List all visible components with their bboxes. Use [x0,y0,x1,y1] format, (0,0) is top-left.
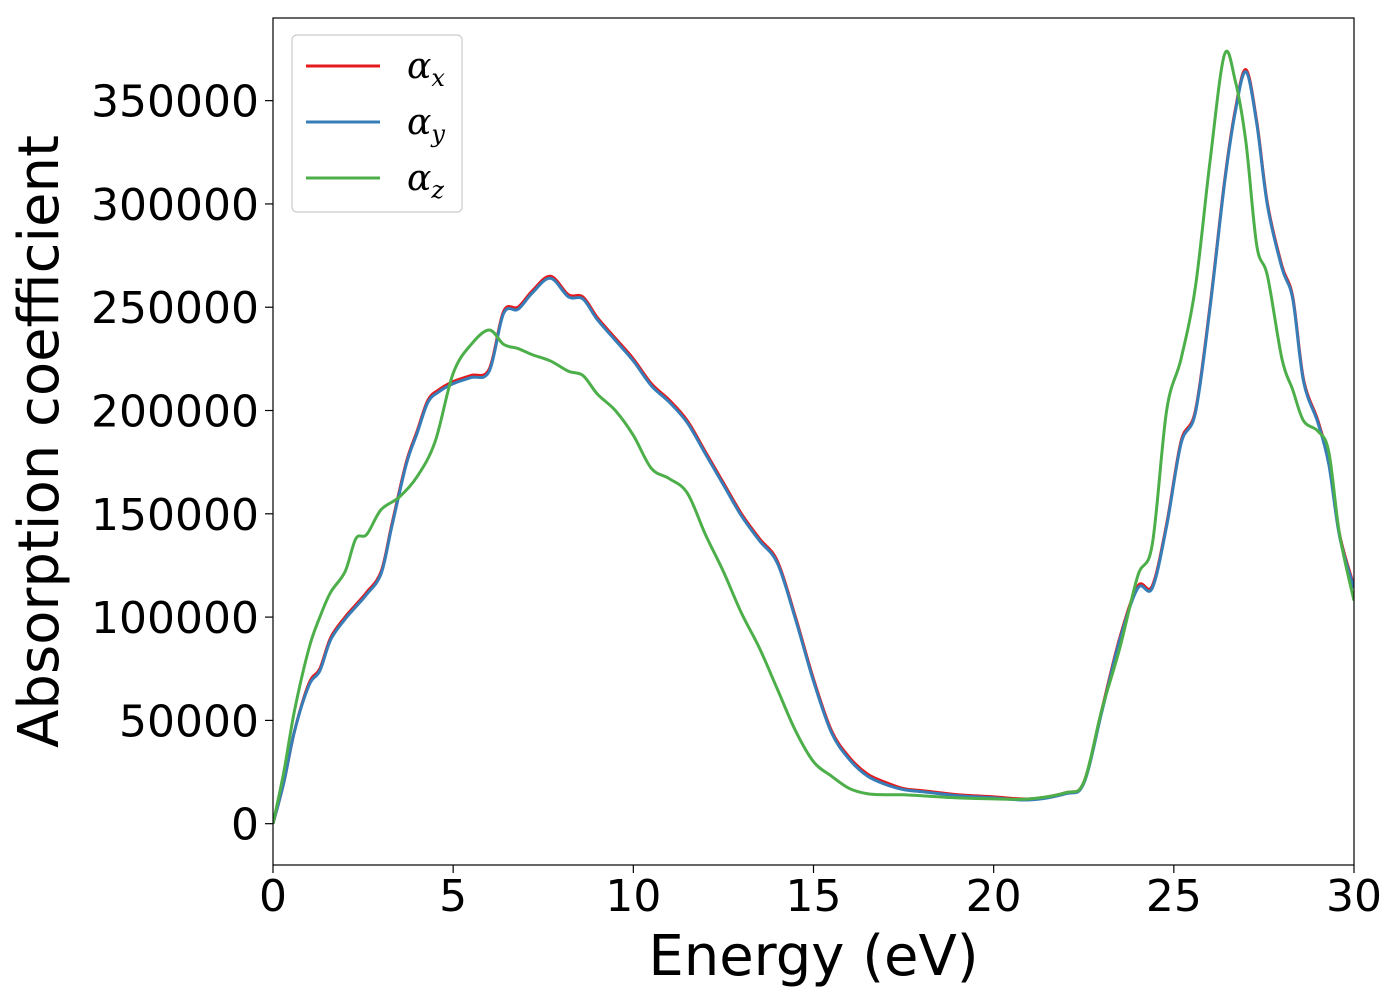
series-line-z [273,49,1354,824]
x-tick-label: 20 [966,871,1022,922]
y-tick-label: 300000 [91,180,259,231]
x-tick-label: 0 [259,871,287,922]
x-tick-label: 5 [439,871,467,922]
x-tick-label: 25 [1146,871,1202,922]
y-tick-label: 200000 [91,387,259,438]
y-tick-label: 250000 [91,283,259,334]
y-tick-label: 0 [231,800,259,851]
legend-label-z: αz [407,158,444,204]
series-layer [273,49,1354,825]
series-line-y [273,70,1354,825]
y-tick-label: 350000 [91,77,259,128]
x-axis-label: Energy (eV) [648,924,978,989]
ticks-layer: 0 5 10 15 20 25 30 0 50000 100000 150000 200000 2500… [91,77,1382,922]
y-axis-label: Absorption coefficient [7,135,72,748]
y-tick-label: 100000 [91,593,259,644]
y-tick-label: 150000 [91,490,259,541]
x-tick-label: 30 [1326,871,1382,922]
x-tick-label: 10 [605,871,661,922]
y-tick-label: 50000 [119,696,259,747]
legend: αx αy αz [291,34,463,213]
legend-label-x: αx [407,46,445,92]
x-tick-label: 15 [786,871,842,922]
legend-label-y: αy [407,102,445,148]
legend-items: αx αy αz [306,46,445,204]
